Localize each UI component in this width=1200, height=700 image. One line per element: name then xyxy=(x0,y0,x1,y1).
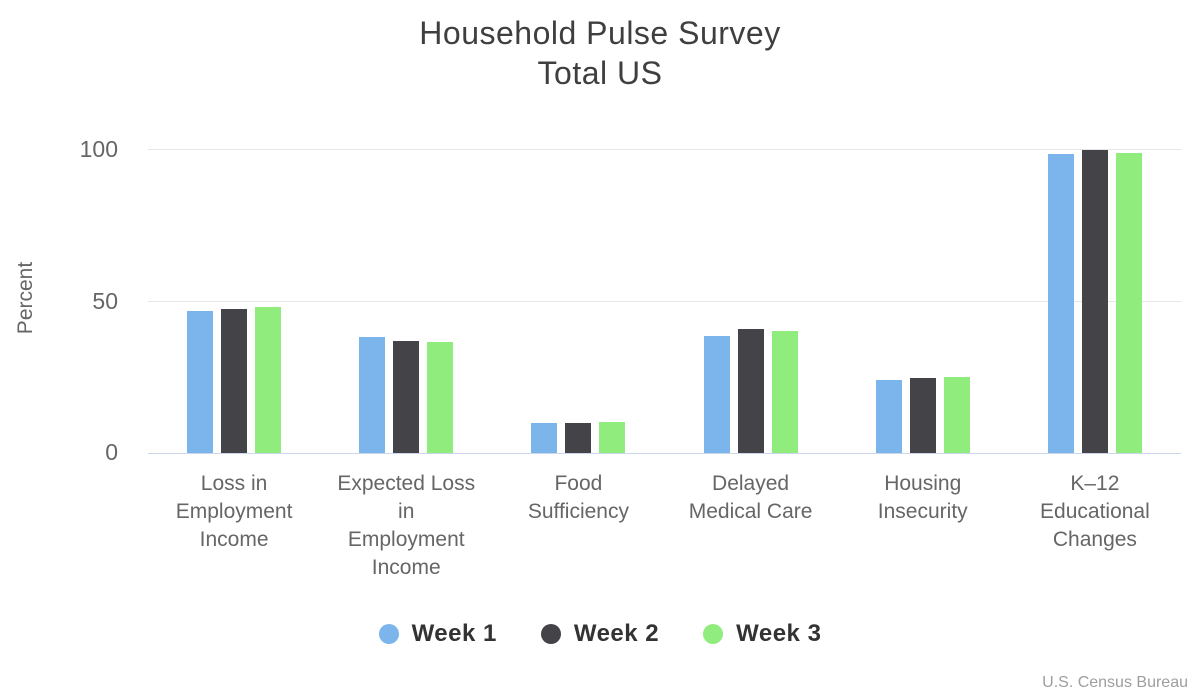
bar-week-3-cat-3 xyxy=(599,422,626,453)
chart-title-line-1: Household Pulse Survey xyxy=(419,15,781,51)
credit-label: U.S. Census Bureau xyxy=(1042,674,1188,691)
x-axis-line xyxy=(148,453,1181,454)
bar-week-2-cat-6 xyxy=(1081,150,1108,453)
x-category-label-line: in xyxy=(398,500,415,523)
y-tick-label-0: 0 xyxy=(105,439,118,465)
legend-label: Week 1 xyxy=(411,620,497,647)
x-axis-category-labels: Loss in Employment Income Expected Loss in Em… xyxy=(148,470,1181,600)
x-category-label-4: Delayed Medical Care xyxy=(665,470,837,526)
x-category-label-line: Loss in xyxy=(200,472,268,495)
plot-area xyxy=(148,149,1181,454)
x-category-label-line: Food xyxy=(554,472,603,495)
legend-marker-icon xyxy=(378,624,399,644)
x-category-label-3: Food Sufficiency xyxy=(492,470,664,526)
x-category-label-line: Income xyxy=(199,528,269,551)
bar-week-2-cat-3 xyxy=(565,423,592,453)
x-category-label-line: Sufficiency xyxy=(527,500,629,523)
legend-marker-icon xyxy=(703,624,724,644)
x-category-label-line: Employment xyxy=(175,500,293,523)
x-category-label-line: Employment xyxy=(347,528,465,551)
bar-week-2-cat-2 xyxy=(393,341,420,453)
bar-week-1-cat-3 xyxy=(531,423,558,453)
x-category-label-line: Changes xyxy=(1052,528,1137,551)
bar-week-2-cat-1 xyxy=(221,309,247,453)
x-category-label-line: Housing xyxy=(884,472,962,495)
x-category-label-line: Income xyxy=(371,556,441,579)
chart-title: Household Pulse Survey Total US xyxy=(0,13,1200,93)
bar-week-2-cat-5 xyxy=(909,378,936,453)
x-category-label-line: K–12 xyxy=(1070,472,1120,495)
x-category-label-6: K–12 Educational Changes xyxy=(1009,470,1181,554)
y-tick-label-50: 50 xyxy=(92,287,118,314)
legend-item-week-2[interactable]: Week 2 xyxy=(540,620,660,648)
bar-week-3-cat-4 xyxy=(771,331,798,453)
x-category-label-line: Educational xyxy=(1040,500,1150,523)
bar-week-1-cat-2 xyxy=(359,337,386,453)
x-category-label-line: Insecurity xyxy=(877,500,968,523)
bar-week-1-cat-6 xyxy=(1047,154,1074,453)
x-category-label-line: Medical Care xyxy=(688,500,813,523)
bar-week-1-cat-1 xyxy=(187,311,213,453)
x-category-label-line: Expected Loss xyxy=(337,472,476,495)
y-tick-label-100: 100 xyxy=(79,136,118,162)
bar-week-3-cat-2 xyxy=(427,342,454,453)
chart-title-line-2: Total US xyxy=(537,55,663,91)
bar-week-1-cat-5 xyxy=(875,380,902,453)
x-category-label-5: Housing Insecurity xyxy=(837,470,1009,526)
gridline-50 xyxy=(148,300,1181,302)
legend-label: Week 2 xyxy=(573,620,660,647)
x-category-label-1: Loss in Employment Income xyxy=(148,470,320,554)
legend-item-week-1[interactable]: Week 1 xyxy=(378,620,497,648)
bar-week-3-cat-5 xyxy=(943,377,970,453)
bar-week-2-cat-4 xyxy=(737,329,764,453)
gridline-100 xyxy=(148,149,1181,150)
legend-marker-icon xyxy=(540,624,561,644)
x-category-label-2: Expected Loss in Employment Income xyxy=(320,470,492,582)
x-category-label-line: Delayed xyxy=(712,472,790,495)
bar-week-3-cat-1 xyxy=(255,307,281,453)
legend: Week 1 Week 2 Week 3 xyxy=(0,620,1200,648)
legend-label: Week 3 xyxy=(736,620,822,647)
bar-week-3-cat-6 xyxy=(1115,153,1142,453)
bar-week-1-cat-4 xyxy=(703,336,730,453)
legend-item-week-3[interactable]: Week 3 xyxy=(703,620,821,648)
